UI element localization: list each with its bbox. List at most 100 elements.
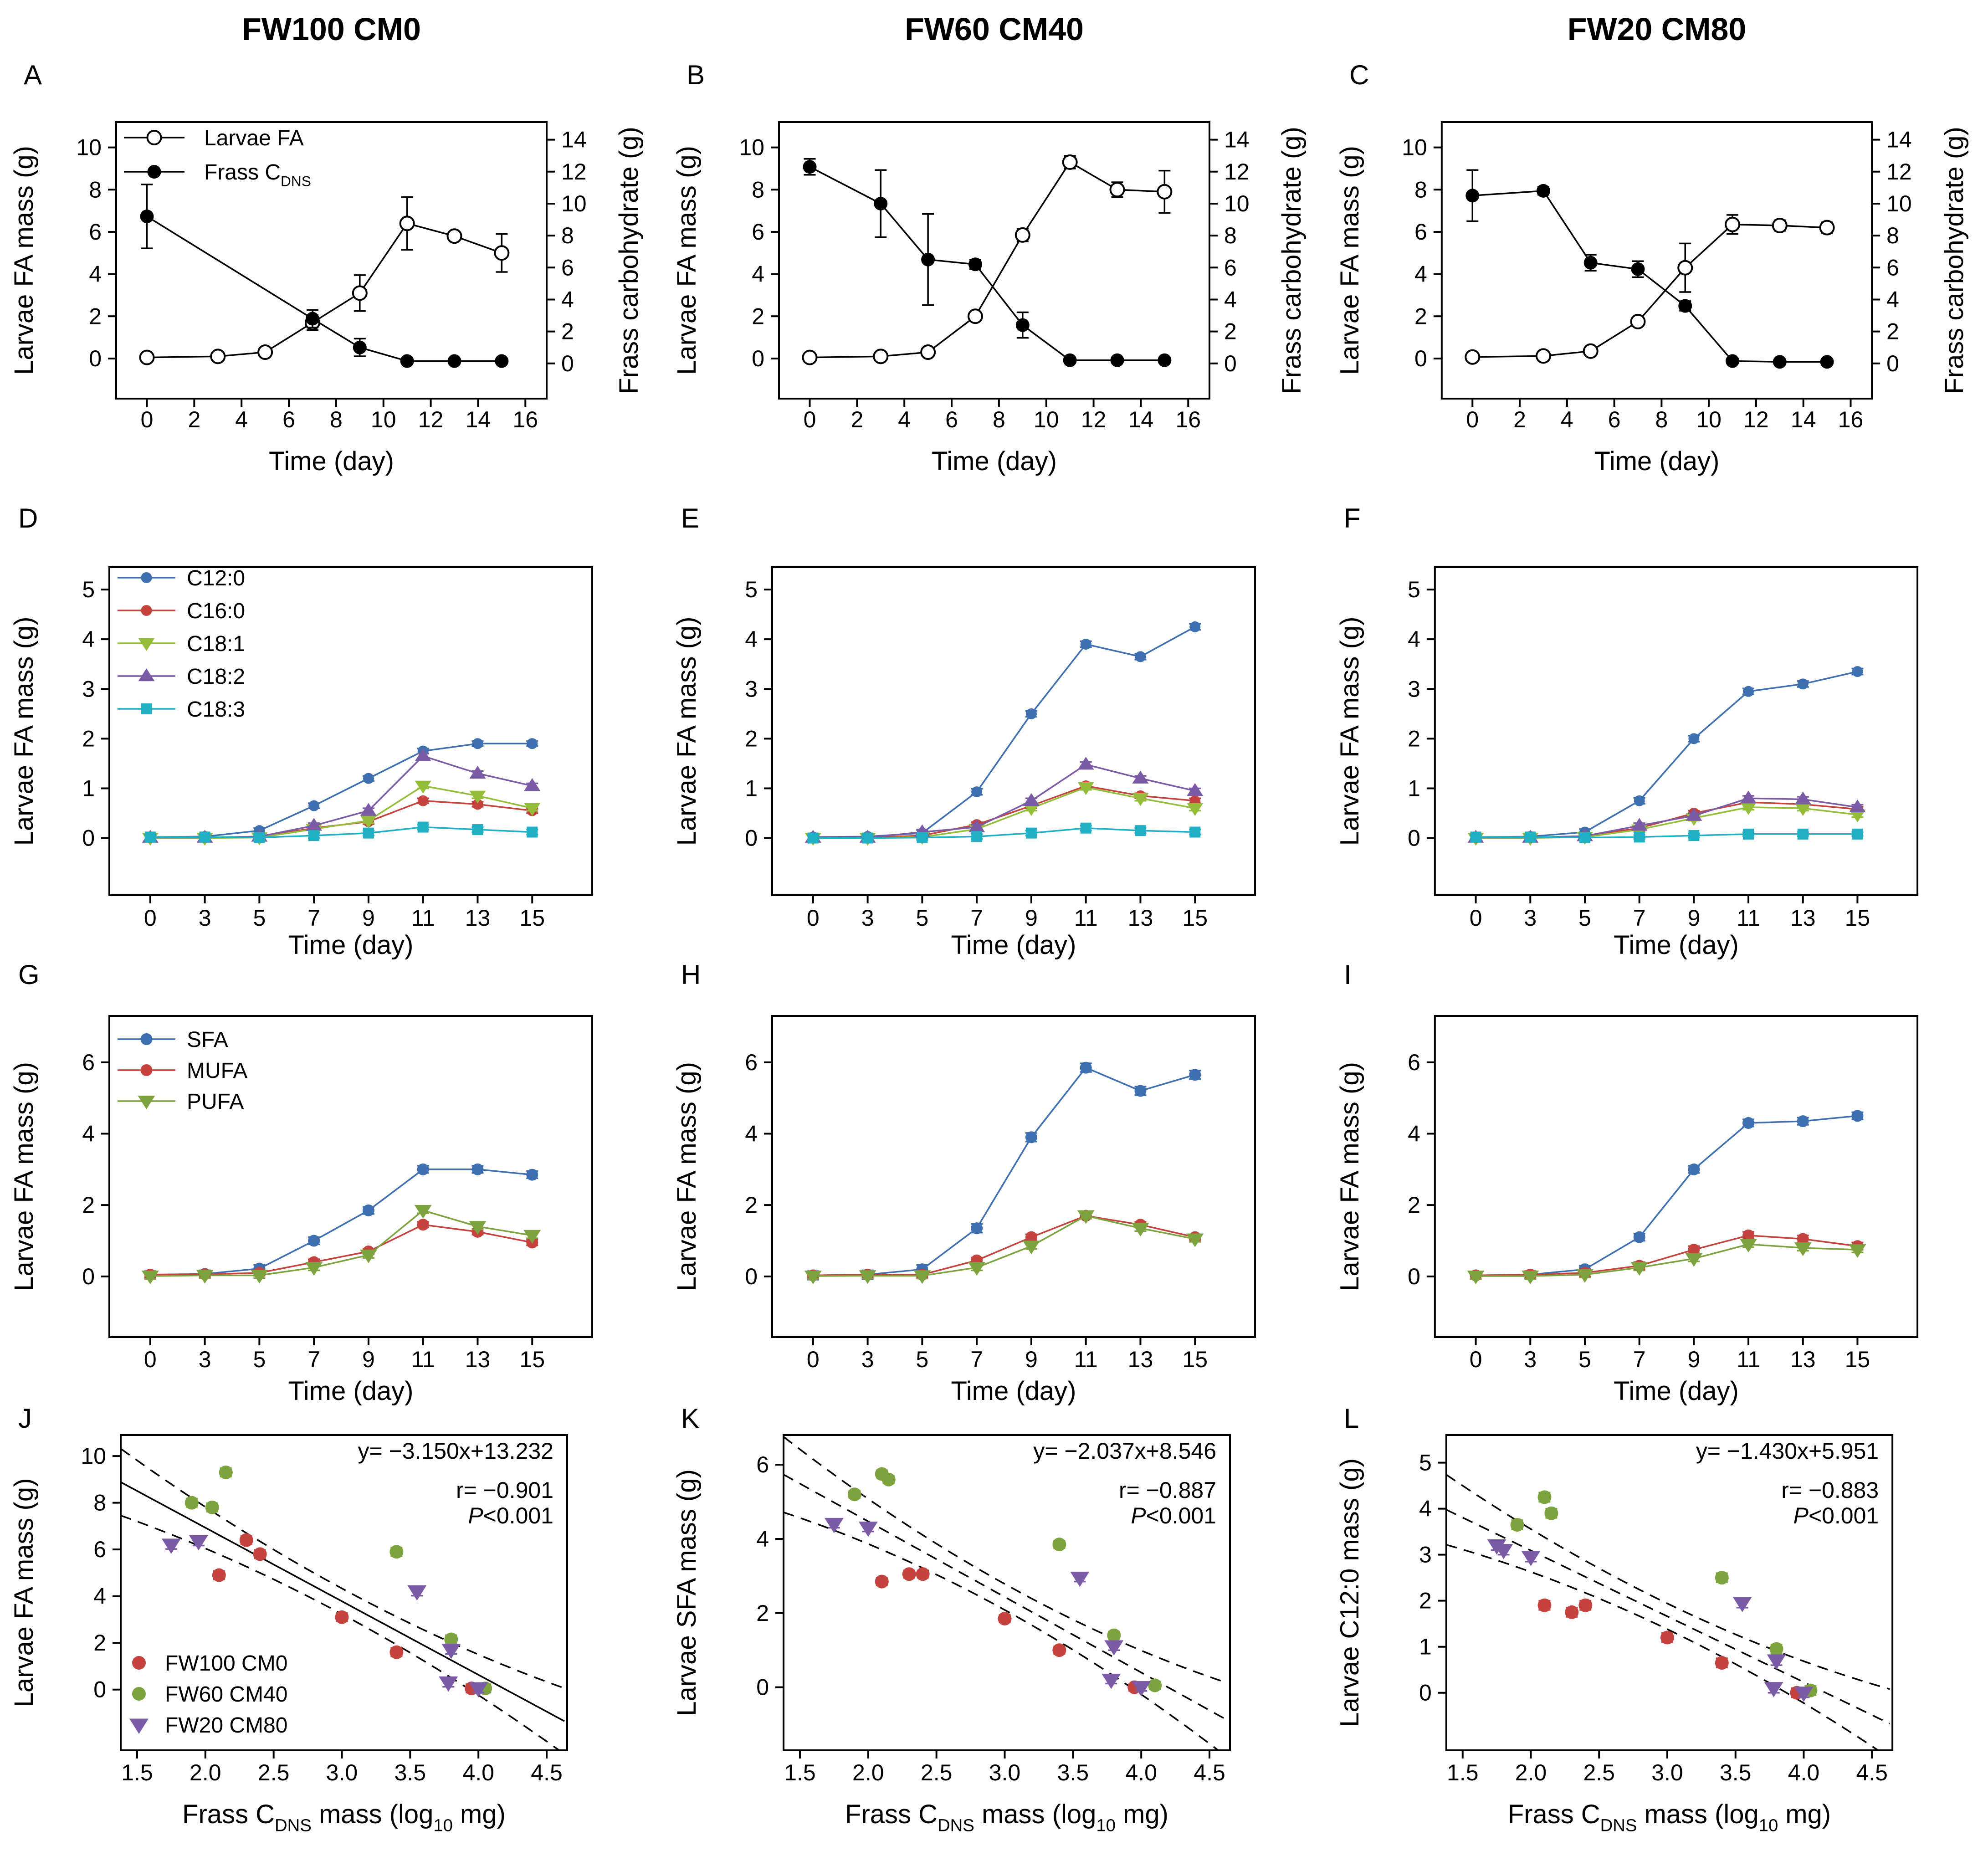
- fit-equation: y= −3.150x+13.232: [358, 1438, 553, 1464]
- data-point: [1742, 1117, 1755, 1129]
- x-tick-label: 5: [253, 1347, 266, 1372]
- x-tick-label: 3.5: [1057, 1760, 1089, 1785]
- data-point: [1740, 802, 1757, 815]
- panel-letter: H: [681, 959, 701, 990]
- x-axis-title: Time (day): [932, 446, 1057, 476]
- x-tick-label: 13: [465, 1347, 491, 1372]
- legend-item-c12-0: C12:0: [118, 566, 245, 590]
- x-axis-title: Time (day): [951, 930, 1076, 960]
- right-y-tick-label: 14: [561, 127, 587, 153]
- x-tick-label: 0: [141, 407, 154, 432]
- legend-label: SFA: [187, 1028, 228, 1052]
- data-point: [1797, 1115, 1809, 1128]
- data-point: [968, 819, 985, 832]
- panel-letter: E: [681, 503, 699, 533]
- data-point: [1688, 733, 1700, 744]
- data-point: [1688, 1163, 1700, 1175]
- panel-h: H 0 3 5 7 9 11 13 15 0 2 4 6 Larvae FA mass (g) Time (…: [663, 959, 1326, 1408]
- data-point: [1583, 343, 1599, 359]
- x-tick-label: 11: [1737, 1347, 1760, 1372]
- data-point: [305, 312, 319, 326]
- data-point: [1494, 1544, 1513, 1559]
- x-tick-label: 7: [307, 905, 320, 931]
- plot-frame: [108, 1015, 593, 1338]
- data-point: [1631, 262, 1645, 276]
- series-line: [150, 1169, 533, 1276]
- plot-frame: [1440, 121, 1873, 400]
- panel-letter: L: [1344, 1403, 1359, 1434]
- data-point: [1522, 1271, 1539, 1285]
- legend-marker: [138, 668, 155, 682]
- data-point: [1764, 1682, 1783, 1697]
- series-line: [1476, 833, 1858, 839]
- data-point: [1025, 1131, 1037, 1143]
- panel-i-chart: I 0 3 5 7 9 11 13 15 0 2 4 6 Larvae FA mass (g) Time (…: [1335, 959, 1919, 1406]
- scatter-group-fw20-cm80: [1487, 1539, 1814, 1702]
- series-line: [1476, 1235, 1858, 1277]
- x-tick-label: 3: [861, 1347, 874, 1372]
- data-point: [439, 1676, 458, 1692]
- y-tick-label: 2: [1419, 1588, 1432, 1614]
- data-point: [407, 1585, 427, 1601]
- data-point: [494, 245, 510, 261]
- legend-label: Larvae FA: [204, 126, 304, 150]
- plot-frame: [120, 1434, 568, 1751]
- legend-label: PUFA: [187, 1090, 244, 1114]
- series-line: [809, 166, 1165, 361]
- plot-frame: [783, 1434, 1231, 1751]
- data-point: [1080, 639, 1091, 650]
- data-point: [1851, 1110, 1864, 1122]
- series-c18-3: [144, 821, 538, 843]
- x-tick-label: 9: [1025, 1347, 1038, 1372]
- legend-marker: [146, 130, 162, 145]
- y-tick-label: 10: [739, 135, 764, 160]
- x-axis-title: Time (day): [1614, 931, 1739, 960]
- x-tick-label: 0: [144, 1347, 157, 1372]
- y-axis-title: Larvae C12:0 mass (g): [1335, 1458, 1364, 1727]
- y-axis-title: Larvae FA mass (g): [1335, 1062, 1364, 1291]
- data-point: [967, 308, 983, 324]
- x-tick-label: 7: [1633, 905, 1646, 931]
- y-tick-label: 0: [745, 1264, 758, 1289]
- x-tick-label: 8: [1655, 407, 1668, 432]
- x-tick-label: 7: [970, 905, 983, 931]
- data-point: [824, 1518, 844, 1533]
- legend-label: MUFA: [187, 1059, 247, 1083]
- confidence-band-upper: [1446, 1474, 1890, 1690]
- data-point: [1794, 803, 1811, 816]
- confidence-band-lower: [1446, 1544, 1880, 1750]
- legend-item-pufa: PUFA: [118, 1090, 244, 1114]
- data-point: [847, 1487, 861, 1502]
- data-point: [253, 1547, 267, 1561]
- data-point: [1110, 353, 1124, 367]
- x-tick-label: 3.5: [1720, 1760, 1751, 1785]
- right-y-tick-label: 2: [561, 319, 574, 344]
- data-point: [859, 1270, 876, 1284]
- data-point: [1852, 828, 1863, 840]
- y-tick-label: 2: [82, 1192, 95, 1218]
- panel-letter: K: [681, 1403, 699, 1434]
- right-y-tick-label: 4: [1886, 287, 1899, 312]
- data-point: [251, 1270, 268, 1284]
- data-point: [1077, 757, 1094, 770]
- data-point: [1576, 1269, 1593, 1283]
- y-tick-label: 6: [93, 1537, 106, 1562]
- data-point: [446, 228, 462, 244]
- data-point: [1062, 154, 1078, 170]
- confidence-band-lower: [784, 1511, 1220, 1750]
- legend-marker: [147, 165, 161, 179]
- p-value: P<0.001: [1131, 1503, 1216, 1528]
- series-line: [813, 827, 1195, 839]
- x-tick-label: 11: [411, 905, 435, 931]
- series-c12-0: [807, 621, 1201, 843]
- panel-e: E 0 3 5 7 9 11 13 15 0 1 2 3 4 5 Larvae FA mass (g) Time…: [663, 492, 1326, 960]
- column-title: FW100 CM0: [242, 11, 421, 47]
- y-tick-label: 4: [1414, 261, 1427, 287]
- x-tick-label: 12: [1081, 407, 1107, 432]
- plot-frame: [1445, 1434, 1894, 1751]
- data-point: [469, 1682, 488, 1698]
- data-point: [363, 773, 374, 784]
- data-point: [353, 340, 367, 354]
- panel-g-chart: G 0 3 5 7 9 11 13 15 0 2 4 6 Larvae FA mass (g) Time (…: [9, 959, 593, 1406]
- data-point: [1660, 1630, 1674, 1645]
